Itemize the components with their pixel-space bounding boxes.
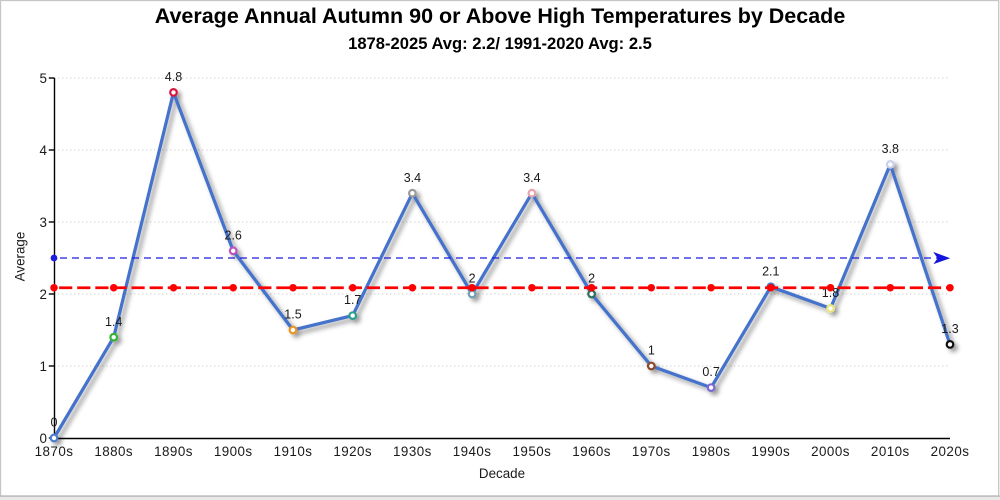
svg-text:1890s: 1890s: [154, 444, 193, 459]
svg-text:1.8: 1.8: [822, 286, 839, 300]
svg-text:1.5: 1.5: [284, 308, 301, 322]
svg-text:1: 1: [40, 359, 47, 374]
svg-text:4.8: 4.8: [165, 70, 182, 84]
svg-text:2000s: 2000s: [811, 444, 850, 459]
svg-text:1: 1: [648, 344, 655, 358]
svg-text:3.4: 3.4: [404, 171, 421, 185]
svg-text:2.6: 2.6: [225, 228, 242, 242]
svg-text:2: 2: [40, 287, 47, 302]
svg-text:5: 5: [40, 71, 47, 86]
svg-text:1910s: 1910s: [274, 444, 313, 459]
svg-text:Average Annual Autumn 90 or Ab: Average Annual Autumn 90 or Above High T…: [155, 4, 846, 28]
svg-text:2.1: 2.1: [762, 264, 779, 278]
svg-text:2: 2: [588, 272, 595, 286]
svg-text:1.7: 1.7: [344, 293, 361, 307]
svg-text:4: 4: [40, 143, 48, 158]
svg-text:1960s: 1960s: [572, 444, 611, 459]
svg-text:1870s: 1870s: [35, 444, 74, 459]
svg-text:1970s: 1970s: [632, 444, 671, 459]
svg-text:1.4: 1.4: [105, 315, 122, 329]
svg-text:1930s: 1930s: [393, 444, 432, 459]
svg-text:1950s: 1950s: [513, 444, 552, 459]
svg-text:3.4: 3.4: [523, 171, 540, 185]
svg-text:3: 3: [40, 215, 47, 230]
svg-text:3.8: 3.8: [882, 142, 899, 156]
svg-text:Average: Average: [12, 232, 27, 282]
svg-text:1920s: 1920s: [333, 444, 372, 459]
svg-text:0.7: 0.7: [702, 365, 719, 379]
svg-text:1980s: 1980s: [692, 444, 731, 459]
svg-text:1900s: 1900s: [214, 444, 253, 459]
svg-text:2: 2: [469, 272, 476, 286]
svg-text:1880s: 1880s: [94, 444, 133, 459]
svg-text:1990s: 1990s: [751, 444, 790, 459]
svg-text:1940s: 1940s: [453, 444, 492, 459]
svg-text:1878-2025 Avg: 2.2/ 1991-2020: 1878-2025 Avg: 2.2/ 1991-2020 Avg: 2.5: [348, 34, 652, 53]
svg-text:2020s: 2020s: [931, 444, 970, 459]
svg-text:0: 0: [51, 416, 58, 430]
svg-text:2010s: 2010s: [871, 444, 910, 459]
svg-text:Decade: Decade: [479, 466, 525, 481]
svg-text:1.3: 1.3: [941, 322, 958, 336]
svg-text:0: 0: [40, 431, 47, 446]
